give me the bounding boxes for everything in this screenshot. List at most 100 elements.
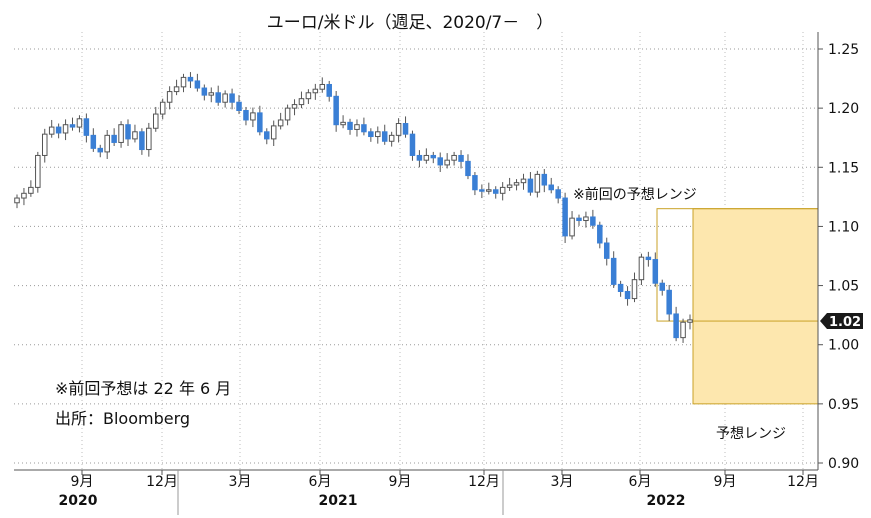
x-tick-label: 3月	[551, 474, 574, 490]
candle-up	[520, 178, 527, 184]
candles	[14, 72, 693, 343]
candle-up	[423, 154, 430, 161]
candle-up	[319, 83, 326, 90]
candle-up	[173, 86, 180, 93]
year-label: 2020	[59, 493, 98, 509]
candle-up	[270, 125, 277, 140]
candle-up	[499, 186, 506, 194]
candle-down	[597, 224, 603, 244]
candle-up	[388, 134, 395, 142]
candle-up	[132, 131, 138, 140]
candle-up	[35, 154, 41, 188]
candle-down	[465, 160, 471, 177]
candle-up	[48, 126, 55, 135]
candle-down	[69, 124, 76, 128]
x-tick-label: 6月	[629, 474, 652, 490]
previous-range-label: ※前回の予想レンジ	[573, 187, 697, 203]
candle-down	[361, 124, 367, 133]
candle-up	[638, 256, 645, 281]
candle-down	[479, 189, 485, 192]
candle-up	[222, 93, 228, 103]
candle-up	[305, 92, 312, 100]
candle-up	[153, 113, 159, 129]
candle-down	[243, 110, 249, 121]
candle-down	[229, 93, 235, 103]
last-price-badge: 1.02	[820, 313, 863, 330]
candle-down	[236, 101, 242, 112]
y-tick-label: 0.90	[828, 456, 859, 472]
candle-down	[458, 154, 464, 162]
candle-up	[506, 184, 513, 188]
y-tick-label: 1.00	[828, 338, 859, 354]
candle-up	[569, 217, 575, 237]
candle-up	[277, 119, 284, 127]
candle-down	[55, 126, 62, 134]
candle-down	[194, 80, 201, 89]
year-label: 2022	[647, 493, 686, 509]
x-tick-label: 9月	[714, 474, 737, 490]
chart-title: ユーロ/米ドル（週足、2020/7－ ）	[266, 13, 554, 33]
candle-up	[291, 104, 298, 109]
candle-down	[624, 290, 631, 300]
candle-down	[492, 189, 499, 194]
candle-up	[284, 107, 291, 121]
candle-down	[416, 154, 423, 161]
candle-up	[583, 216, 589, 222]
candle-down	[90, 134, 97, 149]
candle-down	[541, 173, 548, 186]
candle-down	[97, 147, 104, 153]
candle-down	[139, 131, 145, 151]
candle-down	[264, 131, 270, 140]
candle-up	[14, 197, 20, 204]
candle-down	[562, 197, 568, 237]
candle-up	[340, 121, 346, 126]
candle-down	[83, 118, 90, 136]
candle-up	[118, 124, 124, 143]
candle-down	[472, 175, 478, 191]
candle-down	[402, 123, 409, 135]
x-tick-label: 6月	[309, 474, 332, 490]
year-label: 2021	[319, 493, 358, 509]
candle-up	[631, 279, 638, 300]
candle-down	[187, 76, 194, 82]
candle-up	[680, 321, 686, 339]
candle-up	[486, 189, 492, 192]
candle-up	[62, 124, 69, 134]
candle-down	[659, 282, 666, 291]
candle-down	[652, 259, 659, 284]
x-tick-label: 12月	[468, 474, 500, 490]
candle-down	[368, 131, 374, 138]
last-price-tag	[820, 313, 863, 330]
y-tick-label: 1.05	[828, 279, 859, 295]
last-price-label: 1.02	[829, 315, 861, 330]
candle-up	[298, 98, 305, 106]
candle-down	[257, 112, 263, 133]
candle-down	[617, 283, 624, 292]
candle-up	[250, 112, 256, 121]
candle-up	[166, 91, 173, 103]
candle-up	[104, 134, 110, 153]
candle-down	[603, 242, 610, 259]
candle-up	[180, 76, 187, 88]
candle-up	[146, 127, 152, 151]
candle-down	[215, 92, 221, 103]
y-tick-label: 1.10	[828, 219, 859, 235]
candle-down	[125, 124, 131, 140]
candle-up	[451, 154, 457, 161]
candle-down	[555, 189, 561, 199]
note-source: 出所：Bloomberg	[55, 409, 191, 428]
candle-up	[534, 173, 541, 193]
candle-up	[395, 123, 402, 136]
candle-down	[673, 313, 679, 339]
x-tick-label: 9月	[71, 474, 94, 490]
candle-down	[409, 133, 416, 156]
candle-down	[548, 184, 554, 191]
candle-up	[312, 88, 319, 94]
x-tick-label: 3月	[229, 474, 252, 490]
note-previous-forecast: ※前回予想は 22 年 6 月	[55, 379, 232, 398]
candle-up	[21, 192, 27, 199]
candle-down	[590, 216, 596, 226]
forecast-range-box	[692, 208, 819, 405]
year-labels: 2020 2021 2022	[59, 470, 686, 515]
